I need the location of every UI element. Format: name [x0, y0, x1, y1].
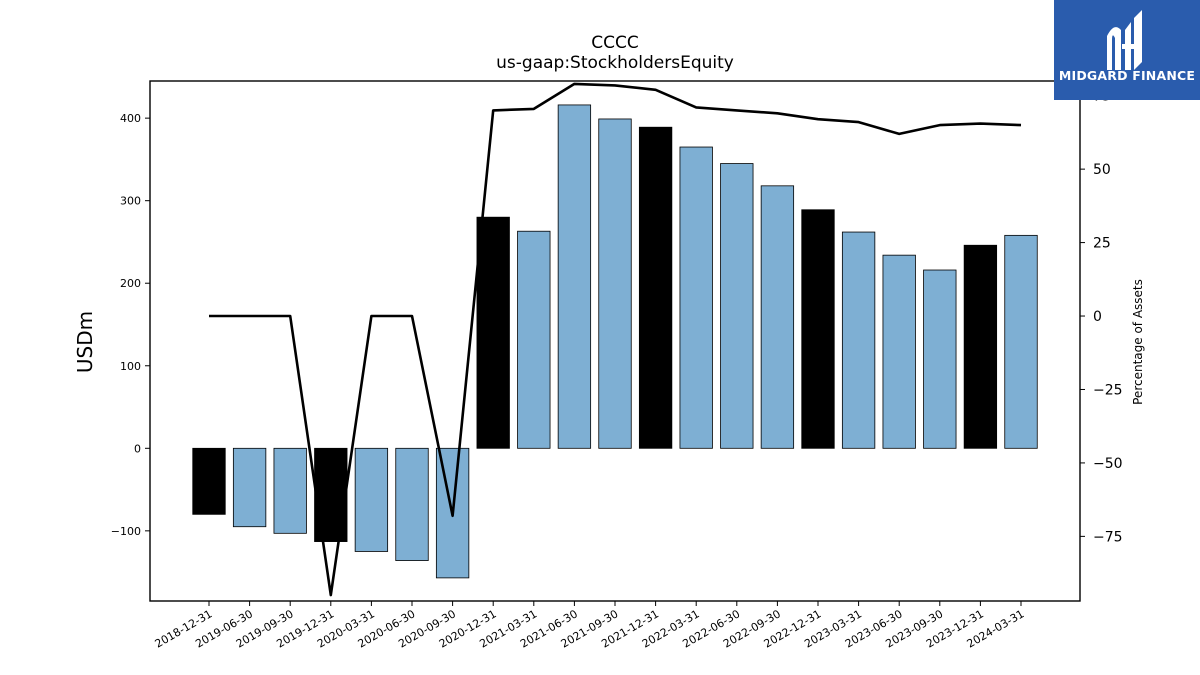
bar	[476, 216, 510, 449]
logo-text: MIDGARD FINANCE	[1058, 68, 1196, 83]
y-tick-label: 0	[134, 442, 141, 455]
chart-subtitle: us-gaap:StockholdersEquity	[496, 53, 734, 73]
y2-tick-label: 25	[1093, 236, 1111, 252]
bar	[354, 447, 389, 552]
bar-group	[192, 104, 1038, 579]
y2-tick-label: 50	[1093, 162, 1111, 178]
y2-axis-label: Percentage of Assets	[1131, 279, 1145, 405]
y-tick-label: −100	[111, 525, 141, 538]
bar	[963, 244, 998, 449]
y2-tick-label: 0	[1093, 309, 1102, 325]
bar	[517, 230, 551, 449]
line-series	[209, 82, 1022, 597]
bar	[923, 269, 957, 449]
bar	[273, 447, 307, 534]
y2-tick-label: −25	[1093, 382, 1123, 398]
y-axis-label: USDm	[73, 311, 97, 373]
bar	[314, 447, 348, 542]
logo: MIDGARD FINANCE	[1054, 0, 1200, 100]
bar	[598, 118, 632, 449]
bar	[760, 185, 795, 449]
logo-mark-icon	[1107, 10, 1142, 70]
y-tick-label: 300	[120, 195, 141, 208]
bar	[679, 146, 713, 449]
bar	[720, 163, 754, 449]
bar	[638, 126, 673, 449]
y2-tick-label: −50	[1093, 456, 1123, 472]
chart-title: CCCC	[591, 33, 638, 53]
y-tick-label: 400	[120, 112, 141, 125]
y2-tick-label: −75	[1093, 529, 1123, 545]
bar	[192, 447, 226, 515]
bar	[1004, 234, 1038, 449]
y-tick-label: 200	[120, 277, 141, 290]
bar	[882, 254, 916, 449]
bar	[841, 231, 876, 449]
bar	[232, 447, 267, 528]
bar	[801, 209, 835, 449]
bar	[395, 447, 429, 561]
percentage-line	[209, 82, 1022, 597]
y-tick-label: 100	[120, 360, 141, 373]
bar	[557, 104, 592, 449]
logo-background	[1054, 0, 1200, 100]
